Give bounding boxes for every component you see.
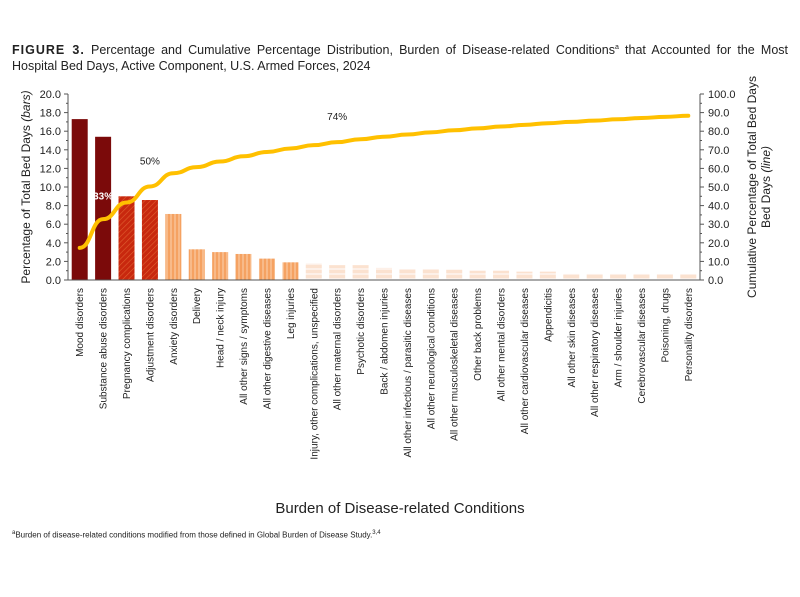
bar-10 [282, 262, 299, 280]
category-label: All other skin diseases [567, 288, 578, 388]
category-label: Anxiety disorders [169, 288, 180, 365]
y-tick-label: 14.0 [40, 145, 61, 157]
x-axis-label: Burden of Disease-related Conditions [275, 500, 524, 517]
y2-tick-label: 0.0 [708, 275, 723, 287]
annotation-74pct: 74% [327, 112, 347, 123]
bar-7 [212, 252, 229, 280]
bar-20 [516, 271, 533, 280]
bars-group [71, 119, 697, 280]
bar-25 [633, 273, 650, 280]
category-label: Substance abuse disorders [99, 288, 110, 409]
bar-24 [610, 273, 627, 280]
category-label: All other infectious / parasitic disease… [403, 288, 414, 458]
title-text: Percentage and Cumulative Percentage Dis… [91, 43, 615, 58]
y-tick-label: 4.0 [46, 238, 61, 250]
y2-tick-label: 100.0 [708, 89, 736, 101]
footnote-marker: a [12, 530, 16, 536]
cumulative-line [77, 113, 691, 250]
y2-axis-label-line2: Bed Days (line) [759, 146, 773, 228]
category-label: Injury, other complications, unspecified [309, 288, 320, 460]
bar-19 [493, 270, 510, 280]
y-tick-label: 12.0 [40, 163, 61, 175]
bar-1 [71, 119, 88, 280]
y2-tick-label: 40.0 [708, 201, 729, 213]
category-label: All other neurological conditions [426, 288, 437, 429]
category-label: Back / abdomen injuries [380, 288, 391, 395]
bar-17 [446, 269, 463, 280]
category-label: All other respiratory diseases [590, 288, 601, 417]
y-tick-label: 20.0 [40, 89, 61, 101]
category-label: All other cardiovascular diseases [520, 288, 531, 434]
bar-26 [656, 274, 673, 280]
bar-14 [376, 267, 392, 280]
y-tick-label: 16.0 [40, 126, 61, 138]
category-label: Arm / shoulder injuries [614, 288, 625, 387]
category-label: Poisoning, drugs [660, 288, 671, 363]
category-label: Head / neck injury [216, 288, 227, 368]
title-rest: that Accounted for the Most Hospital Bed… [12, 43, 788, 74]
y2-tick-label: 70.0 [708, 145, 729, 157]
category-label: Mood disorders [75, 288, 86, 357]
bar-22 [563, 273, 580, 280]
category-label: All other musculoskeletal diseases [450, 288, 461, 441]
bar-13 [352, 265, 369, 280]
y-tick-label: 6.0 [46, 219, 61, 231]
y2-axis-label: Cumulative Percentage of Total Bed Days [745, 76, 759, 298]
y2-tick-label: 50.0 [708, 182, 729, 194]
y-tick-label: 0.0 [46, 275, 61, 287]
y-tick-label: 2.0 [46, 256, 61, 268]
category-label: Other back problems [473, 288, 484, 381]
y2-tick-label: 60.0 [708, 163, 729, 175]
category-label: All other digestive diseases [262, 288, 273, 409]
category-label: All other maternal disorders [333, 288, 344, 410]
category-label: Psychotic disorders [356, 288, 367, 375]
annotation-50pct: 50% [140, 156, 160, 167]
bar-18 [469, 270, 486, 280]
bar-8 [235, 253, 252, 280]
y-tick-label: 18.0 [40, 108, 61, 120]
bar-23 [586, 273, 603, 280]
annotation-33pct: 33% [93, 191, 113, 202]
footnote-refs: 3,4 [372, 530, 381, 536]
figure-title: FIGURE 3. Percentage and Cumulative Perc… [12, 40, 788, 74]
y2-tick-label: 90.0 [708, 108, 729, 120]
category-label: Personality disorders [684, 288, 695, 381]
bar-2 [95, 136, 112, 280]
category-label: All other signs / symptoms [239, 288, 250, 405]
bar-15 [399, 268, 416, 280]
category-label: Delivery [192, 288, 203, 324]
y-tick-label: 10.0 [40, 182, 61, 194]
category-label: Cerebrovascular diseases [637, 288, 648, 404]
axes-group: 0.0 2.0 4.0 6.0 8.0 10.0 12.0 14.0 16.0 18.0 20.0 0… [40, 89, 736, 287]
title-superscript: a [614, 44, 619, 51]
category-label: All other mental disorders [497, 288, 508, 401]
category-label: Leg injuries [286, 288, 297, 339]
y2-tick-label: 20.0 [708, 238, 729, 250]
y-tick-label: 8.0 [46, 201, 61, 213]
cumulative-line-group: 33% 50% 74% [77, 112, 691, 250]
category-label: Adjustment disorders [145, 288, 156, 382]
category-label: Appendicitis [543, 288, 554, 342]
bar-21 [539, 271, 556, 280]
bar-11 [305, 263, 322, 280]
bar-6 [188, 249, 205, 280]
category-labels: Mood disorders Substance abuse disorders P… [75, 288, 695, 460]
bar-5 [165, 213, 182, 280]
bar-27 [680, 274, 697, 280]
footnote: aBurden of disease-related conditions mo… [12, 530, 381, 540]
footnote-text: Burden of disease-related conditions mod… [15, 530, 373, 540]
bar-3 [118, 196, 135, 280]
bar-4 [141, 200, 158, 280]
y-axis-label: Percentage of Total Bed Days (bars) [19, 90, 33, 283]
bar-16 [422, 268, 439, 280]
bar-9 [258, 258, 275, 280]
figure-label: FIGURE 3. [12, 43, 85, 58]
y2-tick-label: 10.0 [708, 256, 729, 268]
bar-12 [329, 265, 346, 280]
y2-tick-label: 30.0 [708, 219, 729, 231]
category-label: Pregnancy complications [122, 288, 133, 399]
y2-tick-label: 80.0 [708, 126, 729, 138]
